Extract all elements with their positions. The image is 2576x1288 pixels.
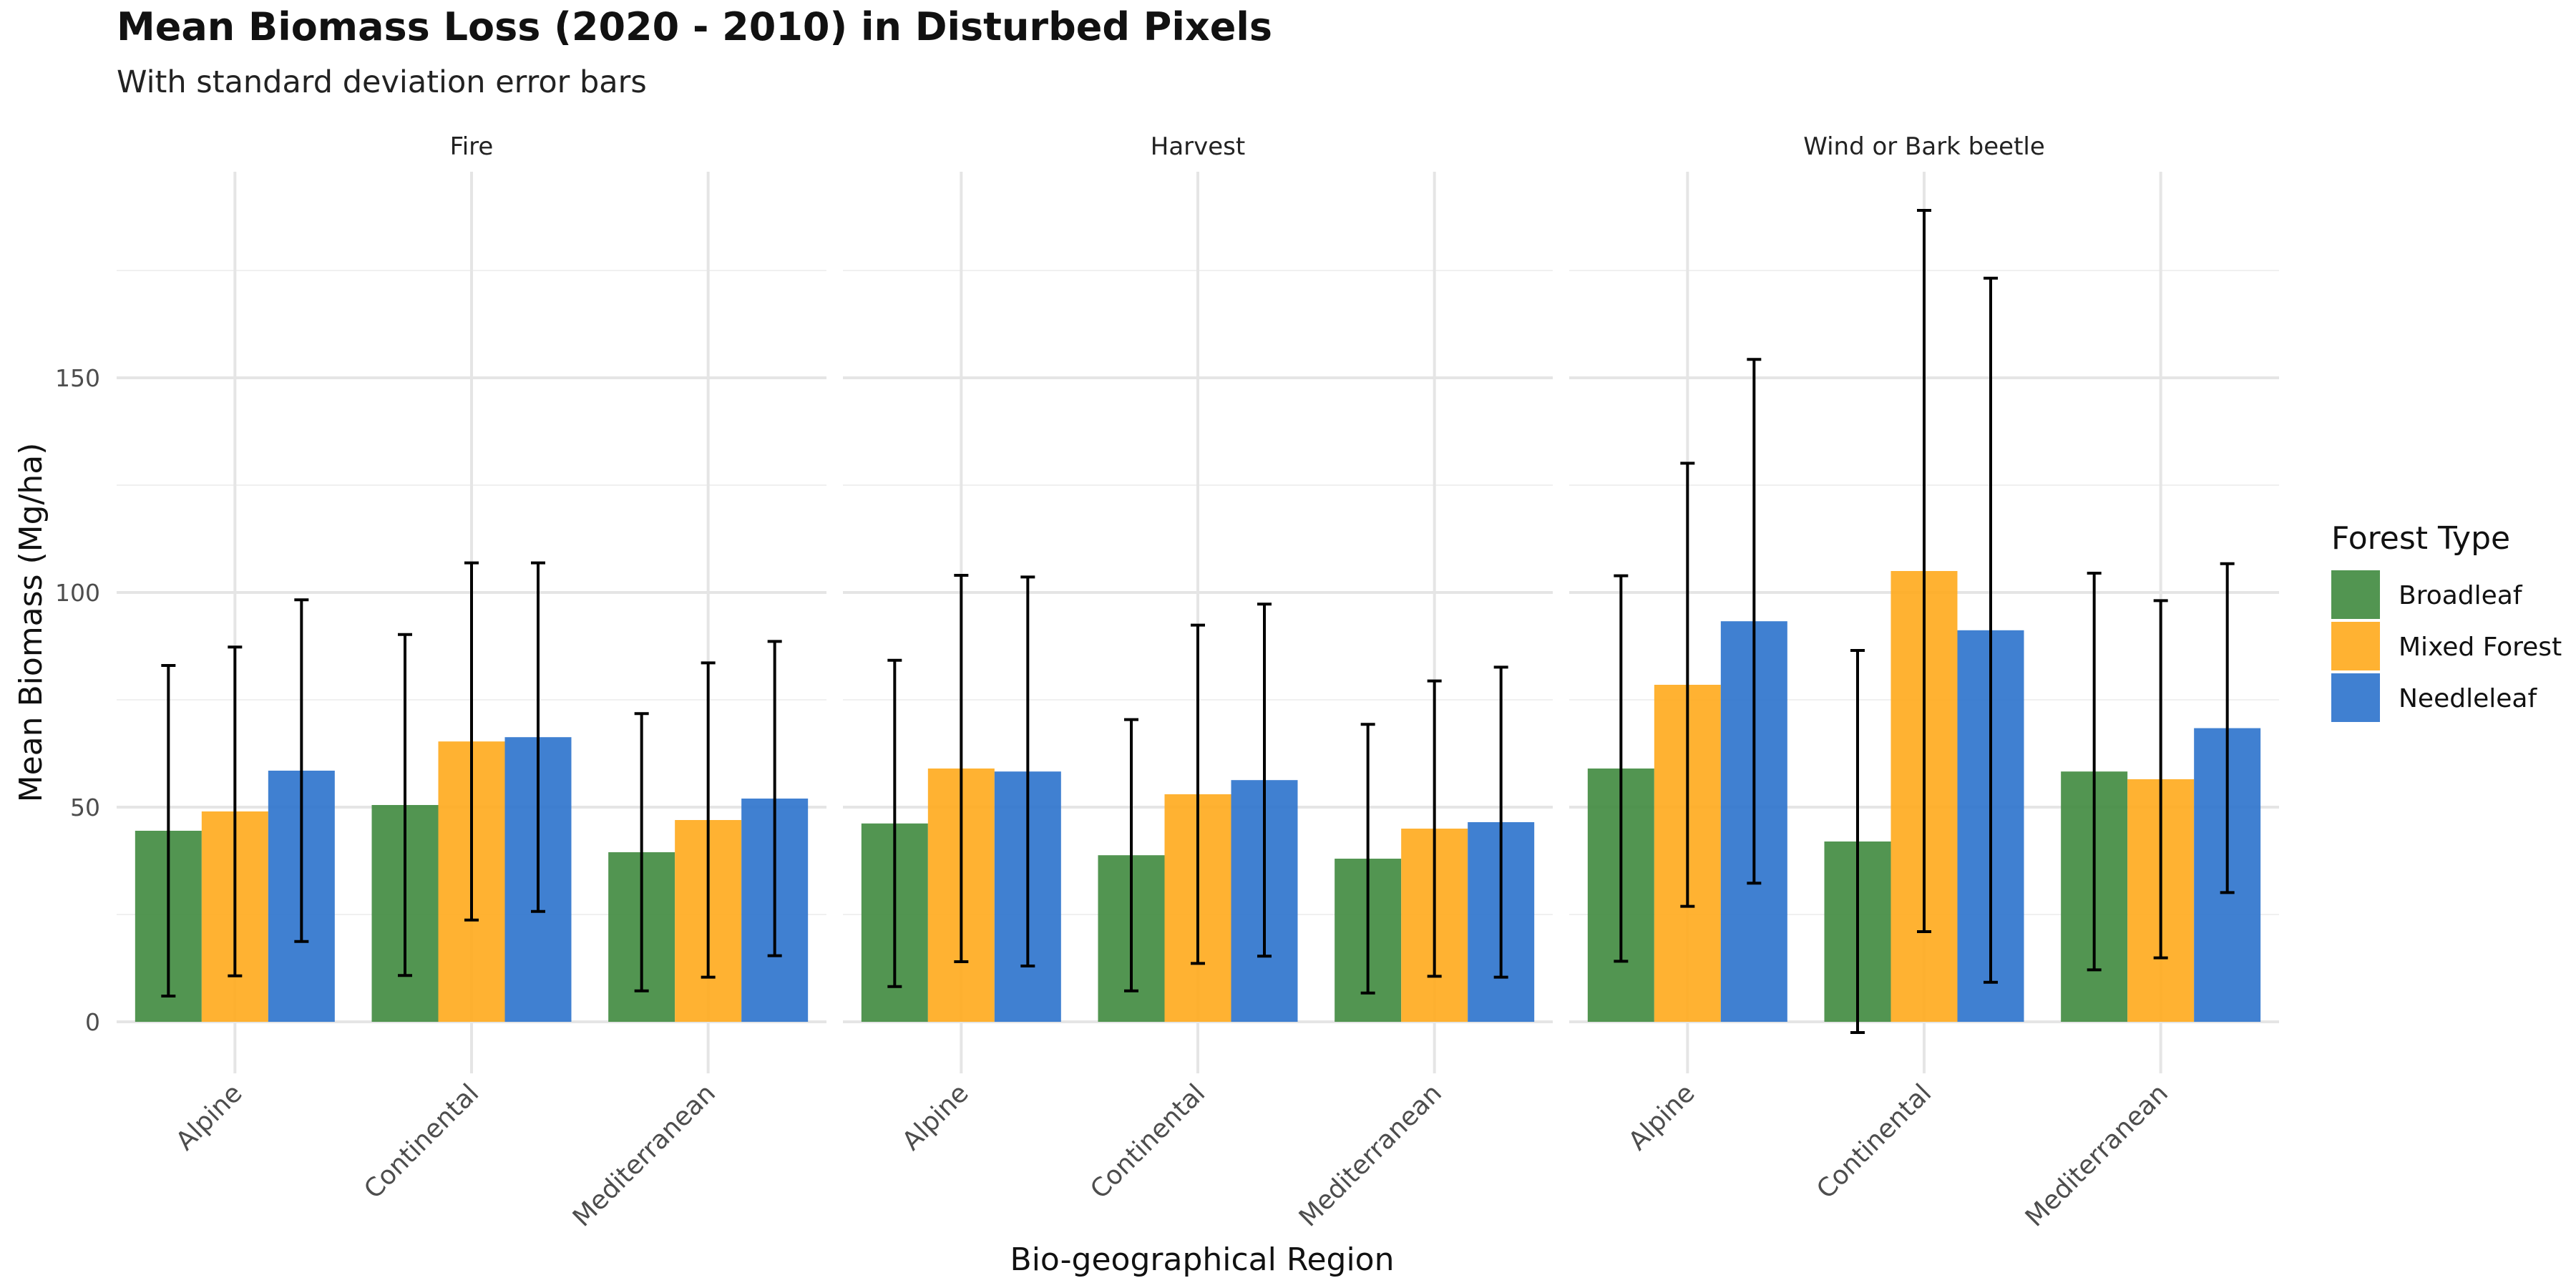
x-tick-label: Alpine bbox=[170, 1078, 248, 1156]
x-tick-label: Mediterranean bbox=[2020, 1078, 2174, 1232]
legend-title: Forest Type bbox=[2331, 520, 2510, 557]
x-tick-label: Alpine bbox=[897, 1078, 975, 1156]
legend-label: Mixed Forest bbox=[2399, 633, 2562, 662]
y-tick-label: 50 bbox=[70, 794, 100, 821]
y-tick-label: 0 bbox=[85, 1008, 100, 1036]
legend-label: Needleleaf bbox=[2399, 684, 2537, 713]
legend-label: Broadleaf bbox=[2399, 581, 2523, 610]
legend-swatch bbox=[2331, 622, 2380, 670]
y-tick-label: 150 bbox=[55, 364, 100, 392]
chart-title: Mean Biomass Loss (2020 - 2010) in Distu… bbox=[117, 4, 1272, 49]
x-tick-label: Continental bbox=[1085, 1078, 1211, 1204]
x-tick-label: Continental bbox=[1811, 1078, 1937, 1204]
x-tick-label: Mediterranean bbox=[1294, 1078, 1448, 1232]
legend-swatch bbox=[2331, 570, 2380, 619]
x-tick-label: Mediterranean bbox=[567, 1078, 721, 1232]
y-tick-label: 100 bbox=[55, 579, 100, 607]
facet-label: Wind or Bark beetle bbox=[1803, 132, 2045, 161]
legend-swatch bbox=[2331, 673, 2380, 722]
x-tick-label: Alpine bbox=[1623, 1078, 1701, 1156]
x-tick-label: Continental bbox=[358, 1078, 484, 1204]
x-axis-title: Bio-geographical Region bbox=[1010, 1241, 1395, 1278]
facet-label: Harvest bbox=[1151, 132, 1245, 161]
chart-subtitle: With standard deviation error bars bbox=[117, 64, 647, 100]
y-axis-title: Mean Biomass (Mg/ha) bbox=[13, 443, 49, 803]
facet-label: Fire bbox=[450, 132, 494, 161]
